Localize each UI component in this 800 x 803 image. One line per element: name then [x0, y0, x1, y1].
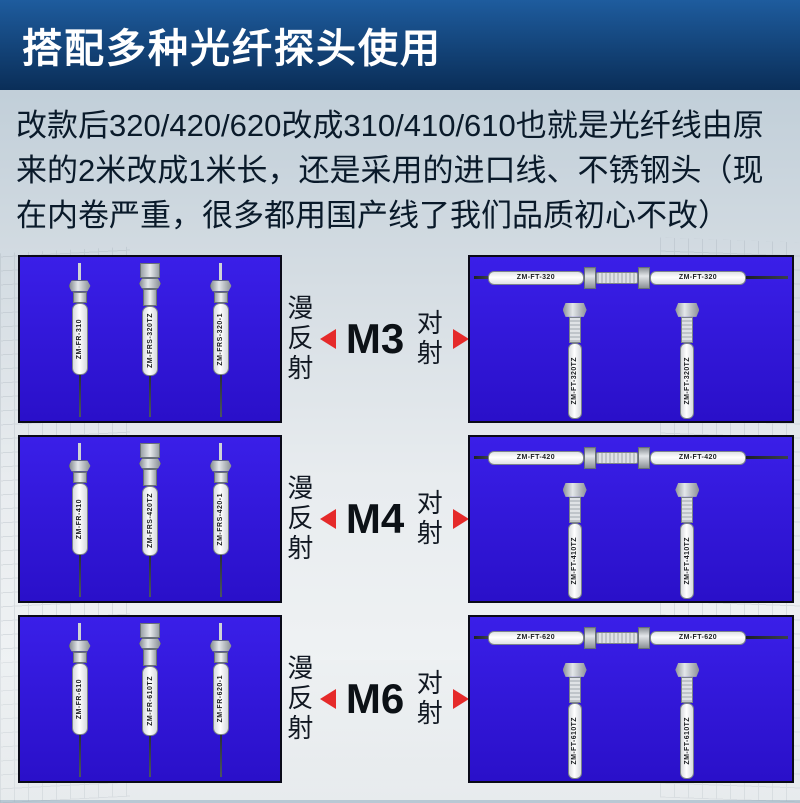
- part-code: ZM-FT-620: [517, 634, 555, 641]
- part-code: ZM-FT-320: [517, 274, 555, 281]
- through-drop: ZM-FT-410TZ: [675, 483, 699, 599]
- part-code: ZM-FR-610: [76, 679, 83, 719]
- sensor-tip: ZM-FR-410: [69, 443, 91, 597]
- part-code: ZM-FT-320TZ: [684, 357, 691, 405]
- panel-m3-through: ZM-FT-320 ZM-FT-320 ZM-FT-320TZ ZM-FT-32…: [468, 255, 794, 423]
- header-title: 搭配多种光纤探头使用: [22, 27, 442, 71]
- part-code: ZM-FT-410TZ: [684, 537, 691, 585]
- size-label: M6: [346, 675, 404, 723]
- part-code: ZM-FR-610TZ: [147, 676, 154, 726]
- mid-label-m6: 漫反射 M6 对射: [292, 615, 458, 783]
- part-code: ZM-FT-610TZ: [684, 717, 691, 765]
- through-top-assembly: ZM-FT-620 ZM-FT-620: [470, 617, 792, 659]
- through-label: 对射: [410, 489, 447, 549]
- diffuse-label: 漫反射: [281, 294, 318, 384]
- part-code: ZM-FRS-420-1: [217, 493, 224, 546]
- part-code: ZM-FRS-420TZ: [147, 493, 154, 548]
- panel-m6-diffuse: ZM-FR-610 ZM-FR-610TZ ZM-FR-620-1: [18, 615, 282, 783]
- through-label: 对射: [410, 309, 447, 369]
- sensor-tip: ZM-FR-620-1: [210, 623, 232, 777]
- triangle-left-icon: [320, 689, 336, 709]
- through-top-assembly: ZM-FT-320 ZM-FT-320: [470, 257, 792, 299]
- triangle-right-icon: [453, 509, 469, 529]
- sensor-tip: ZM-FR-610: [69, 623, 91, 777]
- part-code: ZM-FT-410TZ: [571, 537, 578, 585]
- through-label: 对射: [410, 669, 447, 729]
- panel-m3-diffuse: ZM-FR-310 ZM-FRS-320TZ ZM-FRS-320-1: [18, 255, 282, 423]
- triangle-left-icon: [320, 329, 336, 349]
- part-code: ZM-FT-420: [679, 454, 717, 461]
- sensor-tip: ZM-FR-610TZ: [139, 623, 161, 777]
- through-drop: ZM-FT-320TZ: [563, 303, 587, 419]
- mid-label-m3: 漫反射 M3 对射: [292, 255, 458, 423]
- panel-m6-through: ZM-FT-620 ZM-FT-620 ZM-FT-610TZ ZM-FT-61…: [468, 615, 794, 783]
- through-drop: ZM-FT-610TZ: [675, 663, 699, 779]
- part-code: ZM-FT-620: [679, 634, 717, 641]
- part-code: ZM-FT-320: [679, 274, 717, 281]
- part-code: ZM-FT-320TZ: [571, 357, 578, 405]
- diffuse-label: 漫反射: [281, 654, 318, 744]
- part-code: ZM-FT-610TZ: [571, 717, 578, 765]
- triangle-left-icon: [320, 509, 336, 529]
- sensor-tip: ZM-FRS-420TZ: [139, 443, 161, 597]
- mid-label-m4: 漫反射 M4 对射: [292, 435, 458, 603]
- part-code: ZM-FT-420: [517, 454, 555, 461]
- through-drop: ZM-FT-320TZ: [675, 303, 699, 419]
- part-code: ZM-FRS-320TZ: [147, 313, 154, 368]
- part-code: ZM-FR-310: [76, 319, 83, 359]
- size-label: M3: [346, 315, 404, 363]
- sensor-tip: ZM-FRS-420-1: [210, 443, 232, 597]
- header-bar: 搭配多种光纤探头使用: [0, 0, 800, 90]
- through-drop: ZM-FT-410TZ: [563, 483, 587, 599]
- triangle-right-icon: [453, 689, 469, 709]
- diffuse-label: 漫反射: [281, 474, 318, 564]
- through-drop: ZM-FT-610TZ: [563, 663, 587, 779]
- part-code: ZM-FR-410: [76, 499, 83, 539]
- panel-m4-diffuse: ZM-FR-410 ZM-FRS-420TZ ZM-FRS-420-1: [18, 435, 282, 603]
- sensor-tip: ZM-FR-310: [69, 263, 91, 417]
- panel-m4-through: ZM-FT-420 ZM-FT-420 ZM-FT-410TZ ZM-FT-41…: [468, 435, 794, 603]
- triangle-right-icon: [453, 329, 469, 349]
- sensor-tip: ZM-FRS-320TZ: [139, 263, 161, 417]
- sensor-tip: ZM-FRS-320-1: [210, 263, 232, 417]
- part-code: ZM-FRS-320-1: [217, 313, 224, 366]
- size-label: M4: [346, 495, 404, 543]
- specs-grid: ZM-FR-310 ZM-FRS-320TZ ZM-FRS-320-1 漫反射 …: [0, 249, 800, 783]
- through-top-assembly: ZM-FT-420 ZM-FT-420: [470, 437, 792, 479]
- part-code: ZM-FR-620-1: [217, 675, 224, 723]
- description-text: 改款后320/420/620改成310/410/610也就是光纤线由原来的2米改…: [0, 90, 800, 249]
